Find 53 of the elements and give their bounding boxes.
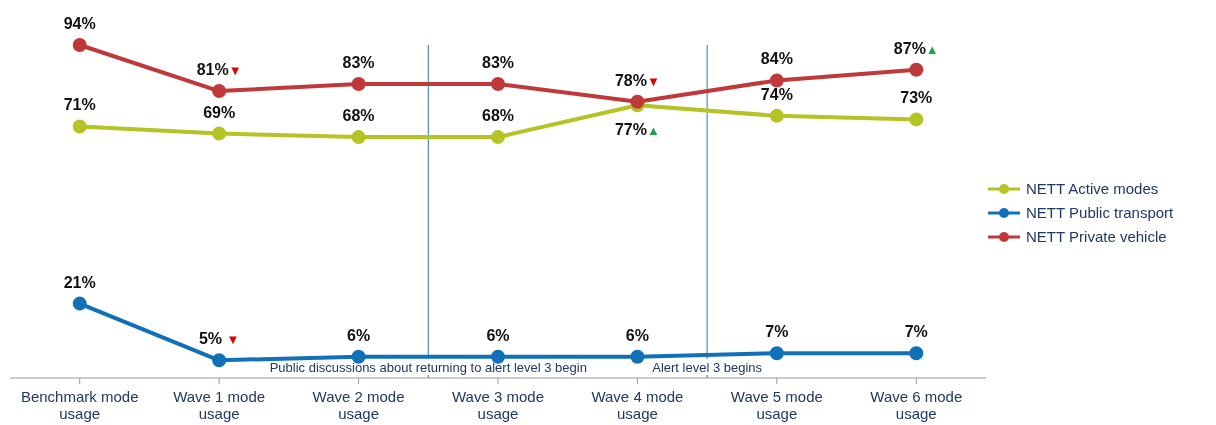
data-label: 83% [481, 53, 515, 71]
point [212, 126, 227, 141]
point [909, 346, 924, 361]
point [630, 349, 645, 364]
point [351, 76, 366, 91]
data-label: 21% [63, 273, 96, 291]
data-label: 6% [486, 326, 510, 344]
data-label: 68% [342, 107, 375, 125]
point [212, 84, 227, 99]
legend-label: NETT Public transport [1026, 204, 1174, 221]
point [72, 38, 87, 52]
point [351, 349, 366, 364]
x-tick-label: Benchmark mode usage [20, 388, 139, 422]
data-label: 81%▼ [196, 61, 242, 79]
legend-label: NETT Active modes [1026, 180, 1159, 197]
data-label: 94% [63, 15, 96, 32]
point [769, 73, 784, 88]
x-tick-label: Wave 4 mode usage [591, 388, 684, 422]
data-label: 6% [625, 326, 649, 344]
data-label: 5% ▼ [198, 330, 240, 348]
x-tick-label: Wave 1 mode usage [173, 388, 266, 422]
data-label: 68% [481, 107, 515, 125]
legend-label: NETT Private vehicle [1026, 228, 1167, 245]
point [491, 130, 505, 145]
x-tick-label: Wave 2 mode usage [312, 388, 405, 422]
point [909, 62, 924, 77]
data-label: 69% [203, 103, 236, 121]
annotation: Alert level 3 begins [652, 360, 763, 375]
point [491, 76, 505, 91]
data-label: 84% [760, 50, 793, 68]
point [212, 353, 227, 368]
x-tick-label: Wave 6 mode usage [870, 388, 963, 422]
point [491, 349, 505, 364]
point [909, 112, 924, 127]
data-label: 7% [904, 323, 928, 341]
data-label: 77%▲ [614, 121, 660, 139]
data-label: 78%▼ [614, 71, 660, 89]
data-label: 74% [760, 85, 793, 103]
data-label: 7% [765, 323, 789, 341]
x-tick-label: Wave 3 mode usage [452, 388, 544, 422]
point [72, 296, 87, 311]
point [769, 108, 784, 123]
data-label: 83% [342, 53, 375, 71]
data-label: 87%▲ [893, 39, 939, 57]
data-label: 6% [347, 326, 371, 344]
annotation: Public discussions about returning to alert level 3 begin [269, 360, 587, 375]
data-label: 71% [63, 96, 96, 114]
point [630, 94, 645, 109]
point [769, 346, 784, 361]
point [351, 130, 366, 145]
point [72, 119, 87, 134]
x-tick-label: Wave 5 mode usage [730, 388, 823, 422]
data-label: 73% [900, 89, 933, 107]
